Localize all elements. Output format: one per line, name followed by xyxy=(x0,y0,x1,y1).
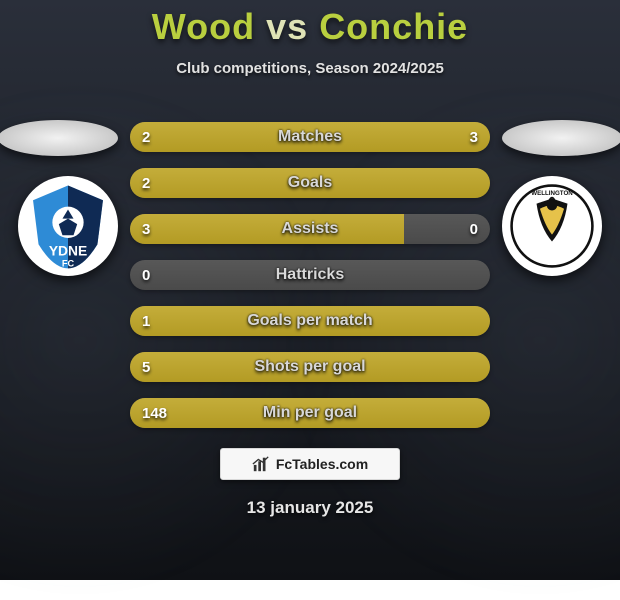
badge-right-text: WELLINGTON xyxy=(531,190,573,197)
brand-text: FcTables.com xyxy=(276,456,368,472)
brand-box: FcTables.com xyxy=(220,448,400,480)
stat-row: Goals per match1 xyxy=(130,306,490,336)
club-badge-right: WELLINGTON xyxy=(502,176,602,276)
stat-row: Hattricks0 xyxy=(130,260,490,290)
stat-row: Matches23 xyxy=(130,122,490,152)
player-disc-right xyxy=(502,120,620,156)
stat-fill-right xyxy=(274,122,490,152)
title-player2: Conchie xyxy=(319,6,468,47)
page-title: Wood vs Conchie xyxy=(0,0,620,48)
subtitle: Club competitions, Season 2024/2025 xyxy=(0,60,620,77)
badge-left-subtext: FC xyxy=(62,258,75,268)
title-vs: vs xyxy=(266,6,308,47)
stat-row: Goals2 xyxy=(130,168,490,198)
stats-bars: Matches23 Goals2 Assists30 Hattricks0 Goals … xyxy=(130,122,490,444)
stat-fill-left xyxy=(130,168,490,198)
stat-fill-left xyxy=(130,352,490,382)
comparison-card: Wood vs Conchie Club competitions, Seaso… xyxy=(0,0,620,580)
footer-date: 13 january 2025 xyxy=(0,498,620,518)
stat-row: Min per goal148 xyxy=(130,398,490,428)
stat-row: Shots per goal5 xyxy=(130,352,490,382)
title-player1: Wood xyxy=(152,6,255,47)
stat-fill-left xyxy=(130,306,490,336)
brand-chart-icon xyxy=(252,455,270,473)
player-disc-left xyxy=(0,120,118,156)
badge-left-text: YDNE xyxy=(49,243,87,258)
stat-fill-left xyxy=(130,214,404,244)
stat-track xyxy=(130,260,490,290)
stat-fill-left xyxy=(130,398,490,428)
stat-fill-left xyxy=(130,122,274,152)
club-crest-left-icon: YDNE FC xyxy=(22,180,114,272)
club-badge-left: YDNE FC xyxy=(18,176,118,276)
club-crest-right-icon: WELLINGTON xyxy=(509,183,595,269)
stat-row: Assists30 xyxy=(130,214,490,244)
